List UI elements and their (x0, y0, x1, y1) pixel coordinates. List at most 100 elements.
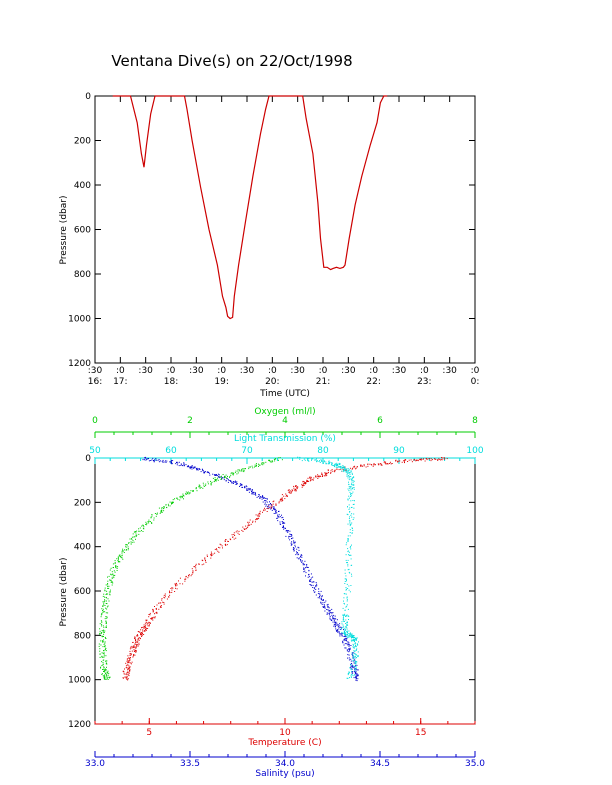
salinity-point (328, 610, 330, 612)
salinity-point (265, 505, 267, 507)
temperature-point (259, 515, 260, 517)
light-point (348, 571, 350, 573)
salinity-point (337, 630, 339, 632)
salinity-point (286, 531, 288, 533)
salinity-point (264, 502, 266, 504)
light-point (356, 648, 358, 650)
oxygen-point (104, 587, 106, 589)
salinity-point (276, 512, 278, 514)
light-point (354, 639, 356, 641)
temperature-point (210, 554, 212, 556)
oxygen-point (226, 477, 227, 479)
temperature-point (143, 626, 145, 628)
track-x-tick-label-minutes: :0 (116, 366, 125, 376)
oxygen-point (241, 469, 243, 471)
light-point (350, 495, 352, 497)
temperature-point (187, 577, 189, 579)
light-point (347, 548, 349, 550)
temperature-point (135, 647, 137, 649)
light-point (350, 675, 352, 677)
light-point (347, 621, 348, 623)
salinity-point (348, 657, 350, 659)
salinity-point (154, 459, 155, 461)
salinity-point (303, 563, 305, 565)
temperature-point (389, 461, 391, 463)
temperature-point (202, 560, 204, 562)
profile-y-tick-label: 600 (74, 587, 91, 597)
salinity-point (259, 496, 261, 498)
oxygen-point (127, 546, 129, 548)
light-point (350, 634, 352, 636)
track-plot-frame (94, 95, 476, 364)
light-point (348, 469, 350, 471)
salinity-point (267, 506, 269, 508)
salinity-point (275, 510, 277, 512)
oxygen-point (109, 579, 111, 581)
salinity-point (275, 511, 277, 513)
light-point (355, 649, 357, 651)
light-point (346, 470, 348, 472)
temperature-point (129, 668, 131, 670)
temperature-point (254, 521, 256, 523)
salinity-point (183, 463, 185, 465)
salinity-point (262, 497, 264, 499)
temperature-point (191, 568, 193, 570)
light-point (340, 467, 342, 469)
light-point (336, 466, 338, 468)
salinity-point (348, 645, 350, 647)
temperature-point (127, 655, 129, 657)
light-point (342, 467, 344, 469)
temperature-point (130, 646, 132, 648)
light-point (341, 621, 343, 623)
temperature-point (137, 638, 139, 640)
temperature-point (176, 584, 178, 586)
temperature-point (293, 485, 295, 487)
light-point (344, 613, 346, 615)
light-point (348, 484, 350, 486)
temperature-point (236, 530, 238, 532)
oxygen-point (163, 507, 165, 509)
temperature-point (127, 678, 129, 680)
salinity-point (155, 458, 157, 460)
light-point (299, 458, 301, 460)
oxygen-point (188, 493, 190, 495)
oxygen-point (155, 515, 157, 517)
temperature-point (212, 553, 214, 555)
salinity-point (253, 491, 255, 493)
light-point (354, 663, 356, 665)
salinity-point (280, 523, 282, 525)
track-x-tick-label-minutes: :0 (167, 366, 176, 376)
light-point (355, 667, 357, 669)
salinity-point (315, 588, 317, 590)
temperature-point (431, 459, 433, 461)
salinity-point (207, 472, 209, 474)
salinity-point (334, 615, 336, 617)
light-point (344, 578, 346, 580)
temperature-point (210, 557, 212, 559)
temperature-point (331, 469, 333, 471)
oxygen-point (281, 459, 283, 461)
light-point (345, 593, 347, 595)
salinity-point (357, 674, 358, 676)
salinity-point (326, 613, 328, 615)
salinity-point (282, 526, 284, 528)
oxygen-point (102, 640, 104, 642)
salinity-point (335, 621, 337, 623)
oxygen-point (142, 525, 144, 526)
temperature-point (259, 512, 261, 514)
light-point (353, 513, 355, 515)
light-point (347, 538, 349, 540)
light-point (355, 639, 357, 641)
oxygen-point (100, 640, 102, 642)
light-point (357, 655, 359, 657)
light-point (343, 626, 344, 628)
temperature-point (304, 482, 306, 484)
light-point (347, 569, 349, 571)
salinity-point (159, 460, 161, 462)
oxygen-point (153, 517, 155, 519)
salinity-point (324, 607, 326, 609)
light-point (345, 554, 347, 556)
oxygen-point (104, 636, 106, 638)
salinity-point (350, 660, 352, 662)
salinity-point (185, 464, 187, 466)
